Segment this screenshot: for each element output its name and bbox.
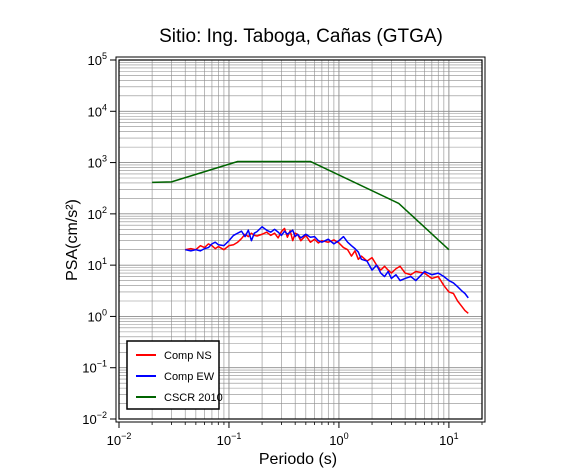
y-tick-label: 10−1 (82, 359, 107, 376)
y-tick-label: 102 (88, 205, 107, 222)
plot-border (118, 59, 483, 420)
chart-title: Sitio: Ing. Taboga, Cañas (GTGA) (159, 26, 443, 47)
y-tick-label: 103 (88, 154, 107, 171)
series-line-cscr-2010 (152, 160, 450, 251)
y-axis-label: PSA(cm/s²) (64, 199, 81, 281)
plot-outer-border (115, 56, 486, 423)
plot-frame (115, 56, 486, 423)
y-tick-label: 101 (88, 256, 107, 273)
axis-ticks: 10−2 10−1 100 101 10−2 10−1 100 101 102 103 104 105 (82, 51, 483, 448)
y-tick-label: 104 (88, 102, 107, 119)
x-tick-label: 100 (329, 431, 348, 448)
y-tick-label: 10−2 (82, 410, 107, 427)
series-line-comp-ns (185, 227, 469, 314)
x-tick-label: 10−1 (217, 431, 242, 448)
legend-label-comp-ew: Comp EW (164, 371, 215, 383)
x-tick-label: 101 (439, 431, 458, 448)
legend-label-comp-ns: Comp NS (164, 350, 212, 362)
series-line-comp-ew (185, 226, 469, 299)
y-tick-label: 105 (88, 51, 107, 68)
series-lines (152, 160, 469, 314)
x-tick-label: 10−2 (107, 431, 132, 448)
x-axis-label: Periodo (s) (259, 451, 337, 468)
legend: Comp NS Comp EW CSCR 2010 (126, 340, 223, 410)
legend-label-cscr-2010: CSCR 2010 (164, 392, 223, 404)
y-tick-label: 100 (88, 307, 107, 324)
grid (118, 59, 483, 420)
